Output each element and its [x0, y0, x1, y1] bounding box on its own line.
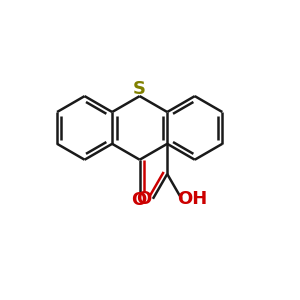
- Text: S: S: [133, 80, 146, 98]
- Text: O: O: [136, 190, 152, 208]
- Text: OH: OH: [178, 190, 208, 208]
- Text: O: O: [131, 191, 146, 209]
